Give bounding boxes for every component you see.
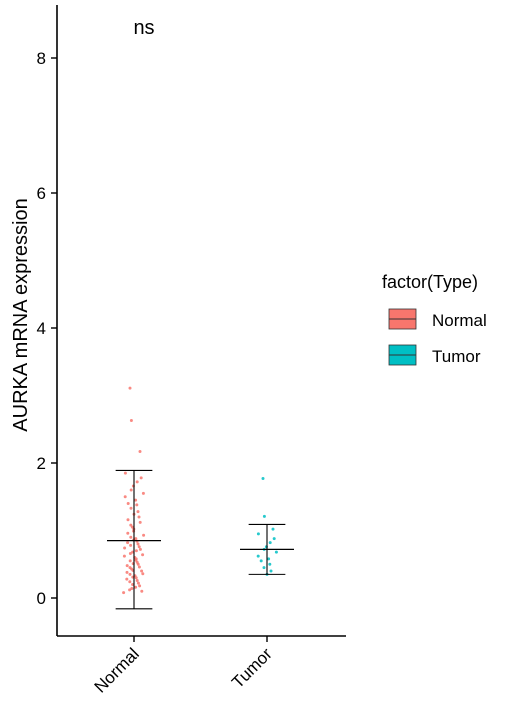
point-normal <box>125 570 129 574</box>
point-normal <box>134 585 138 589</box>
point-normal <box>142 533 146 537</box>
x-tick-label: Normal <box>91 644 143 696</box>
point-tumor <box>256 532 260 536</box>
point-tumor <box>274 550 278 554</box>
point-normal <box>128 588 132 592</box>
point-normal <box>128 572 132 576</box>
point-tumor <box>268 562 272 566</box>
point-normal <box>139 476 143 480</box>
point-normal <box>128 386 132 390</box>
point-normal <box>135 578 139 582</box>
point-normal <box>136 542 140 546</box>
point-normal <box>141 572 145 576</box>
point-tumor <box>271 527 275 531</box>
point-normal <box>140 569 144 573</box>
point-normal <box>128 551 132 555</box>
point-normal <box>136 562 140 566</box>
point-normal <box>141 491 145 495</box>
point-normal <box>125 577 129 581</box>
point-tumor <box>261 477 265 481</box>
data-points <box>122 386 278 595</box>
point-normal <box>131 583 135 586</box>
point-normal <box>126 541 130 545</box>
y-tick-label: 2 <box>37 454 46 473</box>
point-normal <box>129 418 133 422</box>
point-normal <box>135 480 139 484</box>
point-normal <box>134 549 138 553</box>
point-normal <box>136 510 140 514</box>
y-axis-ticks: 0 2 4 6 8 <box>37 49 57 608</box>
point-normal <box>129 506 133 510</box>
point-tumor <box>262 566 266 570</box>
point-normal <box>122 554 126 558</box>
point-normal <box>128 580 132 584</box>
point-normal <box>138 547 142 551</box>
y-axis-label: AURKA mRNA expression <box>10 198 32 431</box>
point-normal <box>123 495 127 499</box>
point-normal <box>123 546 127 550</box>
point-normal <box>129 535 133 539</box>
point-normal <box>129 543 133 547</box>
point-normal <box>129 523 133 527</box>
point-normal <box>130 587 134 591</box>
point-normal <box>138 450 142 454</box>
point-normal <box>135 503 139 507</box>
point-tumor <box>256 554 260 558</box>
legend-title: factor(Type) <box>382 272 478 292</box>
point-tumor <box>268 541 272 545</box>
x-axis-ticks: Normal Tumor <box>91 636 276 697</box>
point-normal <box>129 488 133 492</box>
point-normal <box>137 545 141 549</box>
point-normal <box>122 591 126 595</box>
point-normal <box>126 518 130 522</box>
x-tick-label: Tumor <box>228 644 276 692</box>
point-normal <box>141 553 145 557</box>
point-normal <box>131 550 135 554</box>
point-normal <box>138 584 142 588</box>
point-normal <box>126 531 130 535</box>
legend-item-normal: Normal <box>388 308 487 330</box>
point-normal <box>125 564 129 568</box>
point-tumor <box>259 559 263 563</box>
point-normal <box>138 520 142 524</box>
y-tick-label: 0 <box>37 589 46 608</box>
point-tumor <box>269 569 273 573</box>
point-tumor <box>272 537 276 541</box>
error-bars <box>107 469 294 610</box>
point-tumor <box>267 557 271 561</box>
point-normal <box>137 515 141 519</box>
point-tumor <box>262 514 266 518</box>
point-normal <box>134 537 138 541</box>
point-normal <box>136 581 140 585</box>
point-normal <box>140 589 144 593</box>
y-tick-label: 4 <box>37 319 46 338</box>
point-normal <box>134 576 138 580</box>
point-normal <box>123 471 127 475</box>
y-tick-label: 8 <box>37 49 46 68</box>
y-tick-label: 6 <box>37 184 46 203</box>
legend-item-tumor: Tumor <box>388 344 481 366</box>
point-normal <box>126 502 130 505</box>
point-normal <box>128 559 132 563</box>
point-normal <box>137 565 141 569</box>
point-normal <box>134 498 138 502</box>
legend: factor(Type) Normal Tumor <box>382 272 487 366</box>
legend-label-normal: Normal <box>432 311 487 330</box>
significance-label: ns <box>133 17 154 39</box>
legend-label-tumor: Tumor <box>432 347 481 366</box>
